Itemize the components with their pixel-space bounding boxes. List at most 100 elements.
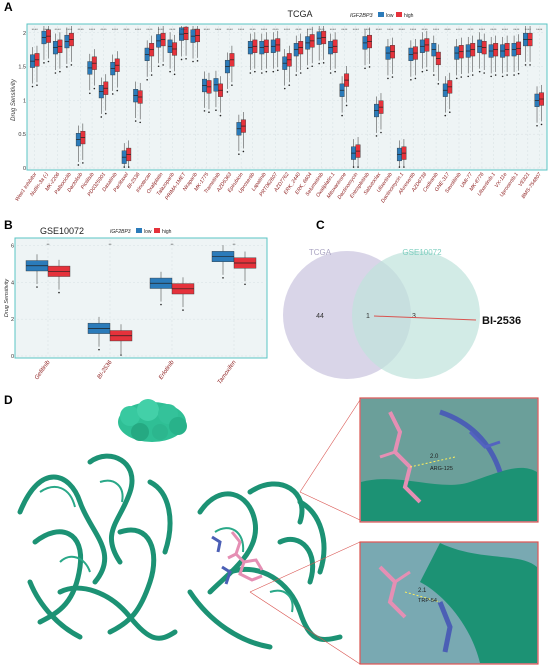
significance-mark: **** [204,27,211,32]
box-high [252,32,258,73]
significance-mark: **** [192,27,199,32]
significance-mark: **** [295,27,302,32]
significance-mark: **** [135,27,142,32]
box-low [179,26,185,61]
significance-mark: **** [181,27,188,32]
box-high [332,32,338,73]
significance-mark: **** [89,27,96,32]
box-high [217,76,223,117]
significance-mark: **** [479,27,486,32]
box-low [75,125,81,166]
box-low [87,316,111,351]
significance-mark: **** [502,27,509,32]
x-tick-label: Erlotinib [158,359,176,381]
box-low [408,40,414,81]
significance-mark: **** [433,27,440,32]
x-tick-label: Gefitinib [34,359,52,381]
box-high [46,26,51,63]
box-low [224,52,230,93]
significance-mark: **** [399,27,406,32]
box-high [195,26,200,62]
inset-bottom-residue: TRP-54 [418,598,437,604]
venn-gse-circle [352,251,480,379]
tcga-legend-high: high [404,13,414,19]
y-tick-label: 2 [11,317,14,323]
inset-top-distance: 2.0 [430,454,439,460]
gse-legend-low-swatch [136,228,142,233]
box-high [183,26,189,60]
significance-mark: **** [318,27,325,32]
venn-tcga-only-count: 44 [316,313,324,320]
panel-c-letter: C [316,218,325,232]
box-high [527,26,533,66]
box-high [481,33,487,74]
significance-mark: **** [467,27,474,32]
significance-mark: **** [169,27,176,32]
panel-a-letter: A [4,0,13,14]
x-tick-label: BI-2536 [97,359,114,380]
venn-gse-only-count: 3 [412,313,416,320]
gse10072-boxplot: GSE10072 IGF2BP3 low high ** ** ** ** 0246 … [4,226,268,386]
significance-mark: **** [341,27,348,32]
significance-mark: **** [112,27,119,32]
panel-d-letter: D [4,393,13,407]
box-low [25,254,49,288]
box-high [109,324,133,356]
protein-ribbon-right [187,481,343,650]
box-low [419,32,425,73]
y-tick-label: 0 [23,166,26,172]
box-high [263,32,269,73]
box-high [137,82,143,124]
box-high [367,27,372,68]
box-high [309,26,315,68]
tcga-boxplot: TCGA IGF2BP3 low high **** **** **** **** **… [11,9,548,204]
box-high [34,45,40,86]
panel-b-letter: B [4,218,13,232]
box-low [149,271,173,306]
significance-mark: ** [232,242,236,247]
gse-legend-low: low [144,229,152,235]
significance-mark: **** [525,27,532,32]
venn-callout-line [373,315,477,321]
box-high [68,26,74,66]
box-low [202,71,207,112]
significance-mark: **** [387,27,394,32]
gse-title: GSE10072 [40,226,84,236]
significance-mark: **** [536,27,543,32]
box-high [240,112,246,153]
box-high [401,139,407,168]
box-high [298,33,304,74]
box-high [504,35,510,76]
protein-surface [118,399,187,442]
box-high [91,49,97,90]
y-tick-label: 1 [23,98,26,104]
significance-mark: **** [410,27,417,32]
box-high [470,35,476,76]
x-tick-label: Tamoxifen [217,359,238,385]
box-low [431,35,437,76]
box-high [171,277,195,311]
box-low [351,139,356,168]
box-low [500,36,506,78]
significance-mark: **** [123,27,130,32]
venn-callout-label: BI-2536 [482,315,521,327]
gse-legend-high-swatch [154,228,160,233]
significance-mark: **** [66,27,73,32]
venn-intersection-count: 1 [366,313,370,320]
box-high [390,37,395,78]
tcga-ylabel: Drug Sensitivity [11,78,17,121]
box-high [275,30,281,72]
significance-mark: **** [284,27,291,32]
significance-mark: **** [444,27,451,32]
significance-mark: **** [249,27,256,32]
binding-residues [211,535,232,585]
gse-legend-title: IGF2BP3 [110,229,131,235]
box-high [286,45,292,86]
box-low [87,53,93,95]
box-high [458,37,464,78]
y-tick-label: 1.5 [18,65,26,71]
significance-mark: **** [227,27,234,32]
significance-mark: **** [32,27,39,32]
box-high [321,26,327,64]
box-low [339,76,345,117]
